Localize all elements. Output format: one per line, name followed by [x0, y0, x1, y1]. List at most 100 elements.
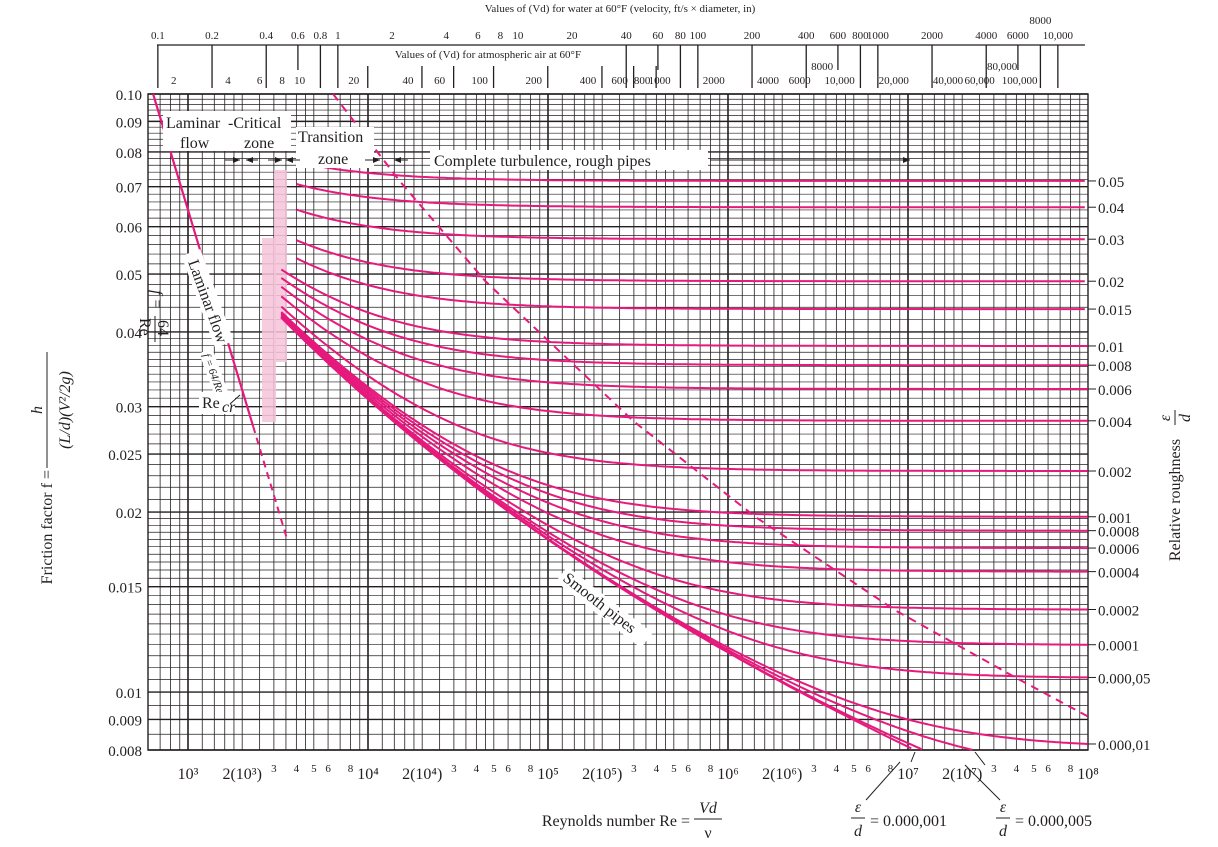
x-tick-label: 6: [325, 763, 331, 775]
air-tick-label: 8: [279, 75, 285, 87]
air-tick-label: 1000: [649, 75, 672, 87]
air-tick-label: 8000: [811, 61, 834, 73]
y-axis-title-text: Friction factor f =: [39, 470, 56, 584]
laminar-eq-f: f =: [148, 290, 165, 309]
laminar-equation-text: f = 64/Re: [200, 352, 226, 395]
laminar-eq-num: 64: [154, 320, 171, 336]
roughness-label: 0.01: [1098, 340, 1124, 356]
x-tick-label: 6: [865, 763, 871, 775]
roughness-label: 0.0006: [1098, 542, 1140, 558]
laminar-line-dashed: [252, 425, 288, 540]
air-tick-label: 2000: [703, 75, 726, 87]
transition-zone-label-2: zone: [318, 151, 348, 168]
air-tick-label: 40: [402, 75, 414, 87]
roughness-curve: [280, 295, 1088, 422]
roughness-label: 0.015: [1098, 303, 1132, 319]
curves: [152, 93, 1089, 751]
transition-zone-label: Transition: [298, 129, 363, 146]
complete-turbulence-label: Complete turbulence, rough pipes: [434, 153, 651, 170]
roughness-label: 0.006: [1098, 383, 1132, 399]
right-axis-title-num: ε: [1157, 414, 1174, 421]
roughness-curve: [296, 160, 1085, 182]
water-tick-label: 0.6: [291, 30, 305, 42]
roughness-curve: [280, 277, 1088, 367]
roughness-curve: [296, 208, 1085, 241]
x-tick-label: 2(10⁶): [762, 766, 802, 783]
x-tick-label: 4: [834, 763, 840, 775]
x-tick-label: 5: [671, 763, 677, 775]
roughness-label: 0.03: [1098, 233, 1124, 249]
label-background: [163, 111, 291, 151]
right-axis-title-den: d: [1177, 413, 1194, 422]
air-tick-label: 4000: [757, 75, 780, 87]
roughness-label: 0.0001: [1098, 639, 1139, 655]
roughness-curve: [280, 305, 1088, 472]
x-tick-label: 5: [851, 763, 857, 775]
arrowhead-icon: [275, 157, 282, 163]
roughness-curve: [280, 268, 1088, 347]
top-vd-scales: Values of (Vd) for water at 60°F (veloci…: [151, 3, 1085, 88]
leader-line: [865, 761, 901, 801]
air-tick-label: 60,000: [965, 75, 996, 87]
critical-zone-label: -Critical: [228, 115, 282, 132]
critical-zone-shading: [262, 170, 287, 422]
y-tick-label: 0.01: [116, 686, 142, 702]
x-tick-label: 2(10⁵): [582, 766, 622, 783]
water-tick-label: 0.2: [205, 30, 219, 42]
right-axis-title-text: Relative roughness: [1167, 439, 1184, 561]
laminar-flow-label-2: flow: [180, 135, 210, 152]
x-tick-label: 6: [685, 763, 691, 775]
y-tick-label: 0.009: [108, 713, 142, 729]
roughness-label: 0.0004: [1098, 566, 1140, 582]
roughness-label: 0.0002: [1098, 604, 1139, 620]
x-tick-label: 6: [1045, 763, 1051, 775]
y-tick-label: 0.06: [116, 221, 143, 237]
label-background: [181, 249, 234, 348]
x-tick-label: 2(10³): [222, 766, 261, 783]
air-tick-label: 600: [611, 75, 628, 87]
eps-value-label: = 0.000,005: [1015, 813, 1092, 830]
roughness-label: 0.002: [1098, 465, 1132, 481]
roughness-label: 0.008: [1098, 359, 1132, 375]
air-tick-label: 20: [348, 75, 360, 87]
roughness-label: 0.05: [1098, 175, 1124, 191]
water-tick-label: 20: [567, 30, 579, 42]
arrowhead-icon: [246, 157, 253, 163]
x-tick-label: 3: [451, 763, 457, 775]
arrowhead-icon: [233, 157, 240, 163]
eps-num: ε: [855, 799, 862, 816]
arrowhead-icon: [373, 157, 380, 163]
air-tick-label: 6000: [789, 75, 812, 87]
y-axis-title-den: (L/d)(V²/2g): [57, 371, 74, 449]
label-background: [430, 150, 708, 170]
water-tick-label: 0.8: [314, 30, 328, 42]
roughness-label: 0.000,05: [1098, 671, 1151, 687]
x-tick-label: 8: [888, 763, 894, 775]
air-tick-label: 400: [580, 75, 597, 87]
water-tick-label: 60: [652, 30, 664, 42]
x-tick-label: 3: [811, 763, 817, 775]
roughness-curve: [295, 257, 1085, 311]
axes: 0.050.040.030.020.0150.010.0080.0060.004…: [108, 88, 1150, 783]
critical-zone-label-2: zone: [244, 135, 274, 152]
air-tick-label: 40,000: [933, 75, 964, 87]
y-tick-label: 0.08: [116, 146, 142, 162]
smooth-pipes-label: Smooth pipes: [560, 570, 639, 637]
y-axis-title-num: h: [29, 406, 46, 414]
roughness-curve: [280, 311, 1088, 518]
y-tick-label: 0.04: [116, 326, 143, 342]
water-tick-label: 2: [389, 30, 395, 42]
roughness-curve: [280, 313, 1088, 550]
water-tick-label: 2000: [921, 30, 944, 42]
water-tick-label: 0.1: [151, 30, 165, 42]
grid: [147, 93, 1089, 751]
label-background: [296, 127, 374, 168]
eps-value-label: = 0.000,001: [870, 813, 947, 830]
water-tick-label: 6000: [1007, 30, 1030, 42]
air-tick-label: 100,000: [1002, 75, 1038, 87]
air-tick-label: 100: [471, 75, 488, 87]
air-tick-label: 20,000: [879, 75, 910, 87]
water-tick-label: 600: [830, 30, 847, 42]
x-tick-label: 10⁶: [717, 766, 739, 783]
